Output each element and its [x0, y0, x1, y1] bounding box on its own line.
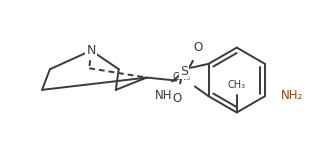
Text: CH₃: CH₃	[228, 80, 246, 90]
Text: O: O	[193, 41, 202, 54]
Text: N: N	[86, 44, 96, 57]
Text: NH: NH	[155, 89, 172, 102]
Text: CH₃: CH₃	[173, 71, 191, 82]
Text: S: S	[180, 65, 188, 78]
Text: O: O	[173, 92, 182, 105]
Text: NH₂: NH₂	[280, 89, 303, 102]
